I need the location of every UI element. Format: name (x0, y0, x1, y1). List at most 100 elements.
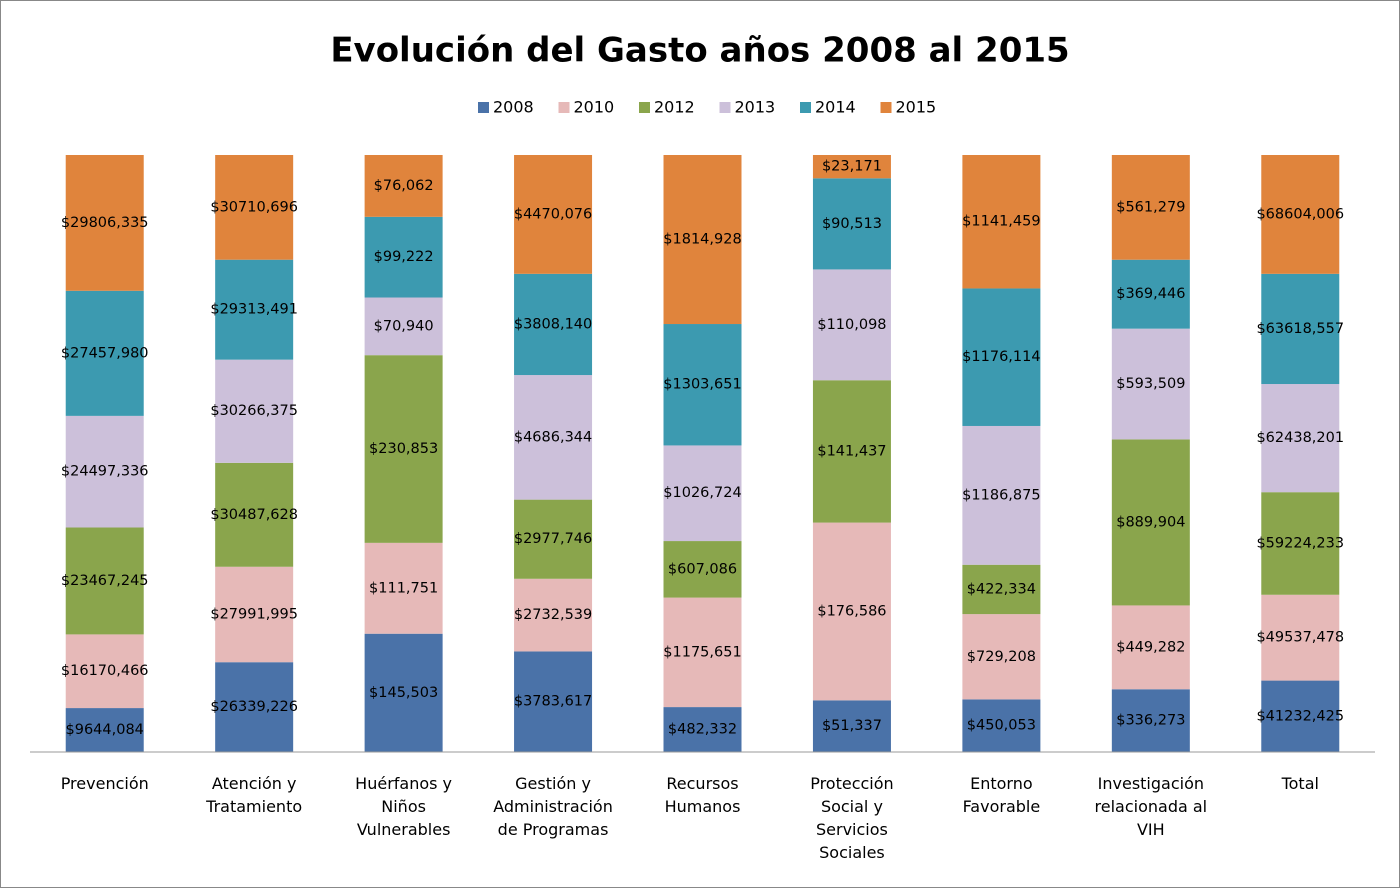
bar-segment (514, 155, 593, 274)
bar-segment (215, 155, 294, 260)
bar-segment (1111, 439, 1190, 606)
data-label: $2977,746 (514, 531, 592, 547)
x-tick-label: Gestión y Administración de Programas (493, 774, 613, 839)
data-label: $450,053 (967, 718, 1036, 734)
data-label: $3783,617 (514, 694, 592, 710)
bar-segment (663, 324, 742, 446)
bar-segment (514, 273, 593, 376)
legend-swatch (719, 102, 731, 113)
bar-segment (65, 634, 144, 709)
legend-label: 2010 (574, 98, 615, 117)
data-label: $111,751 (369, 580, 438, 596)
data-label: $16170,466 (61, 663, 149, 679)
bar-segment (65, 708, 144, 752)
data-label: $70,940 (374, 318, 434, 334)
bar-segment (812, 178, 891, 270)
data-label: $3808,140 (514, 316, 592, 332)
data-label: $24497,336 (61, 464, 149, 480)
bar-segment (962, 155, 1041, 289)
bar-segment (364, 155, 443, 217)
data-label: $26339,226 (210, 699, 298, 715)
bar-segment (962, 699, 1041, 752)
data-label: $422,334 (967, 581, 1036, 597)
bar-segment (1261, 384, 1340, 493)
data-label: $23467,245 (61, 573, 149, 589)
data-label: $62438,201 (1256, 430, 1344, 446)
bar-segment (215, 566, 294, 663)
bar-segment (663, 155, 742, 325)
data-label: $593,509 (1116, 376, 1185, 392)
data-label: $76,062 (374, 178, 434, 194)
data-label: $1303,651 (663, 377, 741, 393)
data-label: $145,503 (369, 685, 438, 701)
data-label: $1175,651 (663, 644, 741, 660)
x-tick-label: Huérfanos y Niños Vulnerables (355, 774, 453, 839)
data-label: $1186,875 (962, 487, 1040, 503)
data-label: $561,279 (1116, 199, 1185, 215)
bar-segment (1111, 155, 1190, 260)
legend-swatch (639, 102, 650, 113)
data-label: $482,332 (668, 722, 737, 738)
data-label: $49537,478 (1256, 630, 1344, 646)
bar-segment (663, 707, 742, 752)
legend-swatch (800, 102, 811, 113)
data-label: $607,086 (668, 561, 737, 577)
data-label: $110,098 (817, 317, 886, 333)
data-label: $68604,006 (1256, 206, 1344, 222)
bar-segment (65, 155, 144, 291)
x-tick-label: Prevención (60, 774, 149, 793)
data-label: $41232,425 (1256, 708, 1344, 724)
bar-segment (65, 415, 144, 528)
data-label: $889,904 (1116, 514, 1185, 530)
data-label: $1176,114 (962, 349, 1040, 365)
data-label: $176,586 (817, 603, 886, 619)
data-label: $27457,980 (61, 345, 149, 361)
legend-swatch (478, 102, 489, 113)
data-label: $729,208 (967, 649, 1036, 665)
legend-swatch (558, 102, 570, 113)
x-tick-label: Atención y Tratamiento (206, 774, 303, 816)
bar-segment (514, 375, 593, 500)
data-label: $23,171 (822, 159, 882, 175)
bar-segment (812, 700, 891, 752)
legend-label: 2008 (493, 98, 534, 117)
data-label: $449,282 (1116, 639, 1185, 655)
data-label: $99,222 (374, 249, 434, 265)
data-label: $1141,459 (962, 214, 1040, 230)
bar-segment (1111, 689, 1190, 752)
x-tick-label: Recursos Humanos (664, 774, 741, 816)
chart-title: Evolución del Gasto años 2008 al 2015 (330, 31, 1069, 71)
x-tick-label: Total (1281, 774, 1319, 793)
bar-segment (364, 297, 443, 356)
bar-segment (1261, 273, 1340, 385)
bar-segment (1261, 492, 1340, 595)
bar-segment (663, 445, 742, 542)
data-label: $59224,233 (1256, 535, 1344, 551)
data-label: $4470,076 (514, 206, 592, 222)
bar-segment (812, 155, 891, 179)
legend-label: 2014 (815, 98, 856, 117)
x-tick-label: Entorno Favorable (962, 774, 1041, 816)
data-label: $63618,557 (1256, 321, 1344, 337)
bar-segment (65, 527, 144, 635)
bar-segment (1111, 328, 1190, 440)
bar-segment (364, 542, 443, 634)
data-label: $9644,084 (66, 722, 144, 738)
data-label: $30266,375 (210, 403, 298, 419)
data-label: $141,437 (817, 443, 886, 459)
bar-segment (1261, 594, 1340, 681)
bar-segment (514, 499, 593, 579)
bar-segment (215, 359, 294, 463)
bar-segment (215, 259, 294, 360)
legend-label: 2012 (654, 98, 695, 117)
bar-segment (663, 597, 742, 708)
bar-segment (962, 288, 1041, 426)
data-label: $336,273 (1116, 713, 1185, 729)
data-label: $1814,928 (663, 232, 741, 248)
bar-segment (514, 578, 593, 652)
bar-segment (962, 614, 1041, 700)
bar-segment (663, 541, 742, 598)
data-label: $90,513 (822, 216, 882, 232)
